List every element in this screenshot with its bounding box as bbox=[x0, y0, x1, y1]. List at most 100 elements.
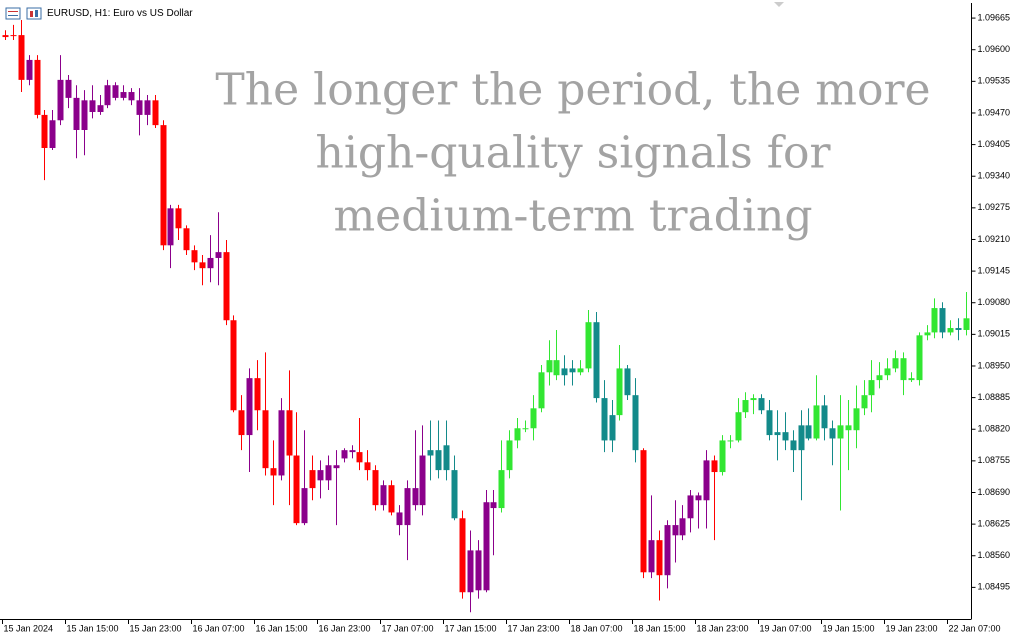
y-tick-label: 1.09080 bbox=[978, 297, 1011, 307]
y-tick-label: 1.09210 bbox=[978, 234, 1011, 244]
candle-body bbox=[861, 395, 868, 409]
candle-body bbox=[49, 120, 56, 148]
candle-body bbox=[837, 425, 844, 439]
candle-body bbox=[892, 358, 899, 369]
candle-body bbox=[183, 228, 190, 251]
candle-body bbox=[396, 512, 403, 526]
candle-body bbox=[601, 398, 608, 441]
candle-body bbox=[341, 450, 348, 459]
y-tick-label: 1.09275 bbox=[978, 202, 1011, 212]
candle-body bbox=[333, 465, 340, 469]
candle-body bbox=[672, 525, 679, 536]
x-tick-label: 16 Jan 15:00 bbox=[256, 623, 308, 633]
candle-body bbox=[750, 398, 757, 401]
candle-body bbox=[57, 79, 64, 121]
candle-body bbox=[483, 502, 490, 591]
x-tick-label: 19 Jan 07:00 bbox=[760, 623, 812, 633]
candle-body bbox=[805, 425, 812, 439]
candle-body bbox=[238, 410, 245, 436]
candle-body bbox=[632, 395, 639, 451]
candle-body bbox=[309, 470, 316, 489]
candle-body bbox=[727, 440, 734, 442]
candle-body bbox=[656, 540, 663, 576]
y-tick-label: 1.08690 bbox=[978, 487, 1011, 497]
candle-body bbox=[475, 550, 482, 591]
candle-body bbox=[900, 358, 907, 381]
candle-body bbox=[317, 470, 324, 481]
candle-body bbox=[939, 308, 946, 333]
candle-body bbox=[703, 460, 710, 501]
candle-body bbox=[876, 375, 883, 381]
x-tick-label: 19 Jan 15:00 bbox=[823, 623, 875, 633]
candle-body bbox=[947, 328, 954, 333]
candle-body bbox=[719, 440, 726, 473]
candle-body bbox=[624, 368, 631, 396]
candle-body bbox=[813, 405, 820, 439]
candle-body bbox=[356, 452, 363, 463]
candle-body bbox=[561, 368, 568, 376]
y-tick-label: 1.09600 bbox=[978, 44, 1011, 54]
x-tick-label: 16 Jan 23:00 bbox=[319, 623, 371, 633]
candle-body bbox=[845, 425, 852, 431]
x-tick-label: 18 Jan 07:00 bbox=[571, 623, 623, 633]
candle-body bbox=[766, 410, 773, 436]
candle-body bbox=[175, 208, 182, 229]
candle-body bbox=[167, 208, 174, 246]
candle-body bbox=[955, 328, 962, 330]
candle-body bbox=[349, 450, 356, 453]
candle-body bbox=[577, 368, 584, 373]
candle-body bbox=[585, 322, 592, 369]
candle-body bbox=[435, 450, 442, 471]
candle-body bbox=[97, 105, 104, 112]
y-tick-label: 1.09665 bbox=[978, 12, 1011, 22]
candle-body bbox=[490, 502, 497, 509]
y-tick-label: 1.09340 bbox=[978, 171, 1011, 181]
candle-body bbox=[790, 440, 797, 451]
candle-body bbox=[758, 398, 765, 411]
candle-body bbox=[18, 35, 25, 80]
candle-body bbox=[262, 410, 269, 469]
x-tick-label: 15 Jan 2024 bbox=[4, 623, 54, 633]
candle-body bbox=[270, 468, 277, 476]
candle-body bbox=[41, 114, 48, 148]
icon bbox=[26, 7, 42, 20]
y-tick-label: 1.08755 bbox=[978, 455, 1011, 465]
candle-body bbox=[679, 518, 686, 536]
candle-body bbox=[616, 368, 623, 416]
y-tick-label: 1.08885 bbox=[978, 392, 1011, 402]
candle-body bbox=[640, 450, 647, 573]
candle-body bbox=[104, 85, 111, 106]
candle-body bbox=[853, 408, 860, 431]
y-tick-label: 1.08560 bbox=[978, 550, 1011, 560]
candle-body bbox=[81, 100, 88, 130]
candle-body bbox=[26, 59, 33, 80]
candle-body bbox=[223, 252, 230, 321]
candle-body bbox=[459, 518, 466, 593]
candle-body bbox=[774, 432, 781, 436]
candle-body bbox=[553, 360, 560, 376]
candle-body bbox=[191, 250, 198, 263]
candle-body bbox=[136, 100, 143, 115]
candle-body bbox=[931, 308, 938, 333]
candle-body bbox=[648, 540, 655, 573]
candle-body bbox=[325, 465, 332, 481]
candle-body bbox=[388, 485, 395, 513]
candle-body bbox=[2, 35, 9, 38]
x-tick-label: 16 Jan 07:00 bbox=[193, 623, 245, 633]
candle-body bbox=[868, 380, 875, 396]
icon bbox=[35, 10, 38, 17]
candle-body bbox=[443, 445, 450, 471]
candle-body bbox=[908, 378, 915, 381]
y-tick-label: 1.09015 bbox=[978, 329, 1011, 339]
chart-title: EURUSD, H1: Euro vs US Dollar bbox=[47, 8, 193, 19]
x-tick-label: 15 Jan 23:00 bbox=[130, 623, 182, 633]
candle-body bbox=[301, 488, 308, 524]
x-tick-label: 19 Jan 23:00 bbox=[886, 623, 938, 633]
candle-body bbox=[829, 428, 836, 439]
y-tick-label: 1.09145 bbox=[978, 265, 1011, 275]
annotation: medium-term trading bbox=[333, 191, 812, 242]
candle-body bbox=[514, 428, 521, 441]
candle-body bbox=[593, 322, 600, 399]
candle-body bbox=[798, 425, 805, 451]
